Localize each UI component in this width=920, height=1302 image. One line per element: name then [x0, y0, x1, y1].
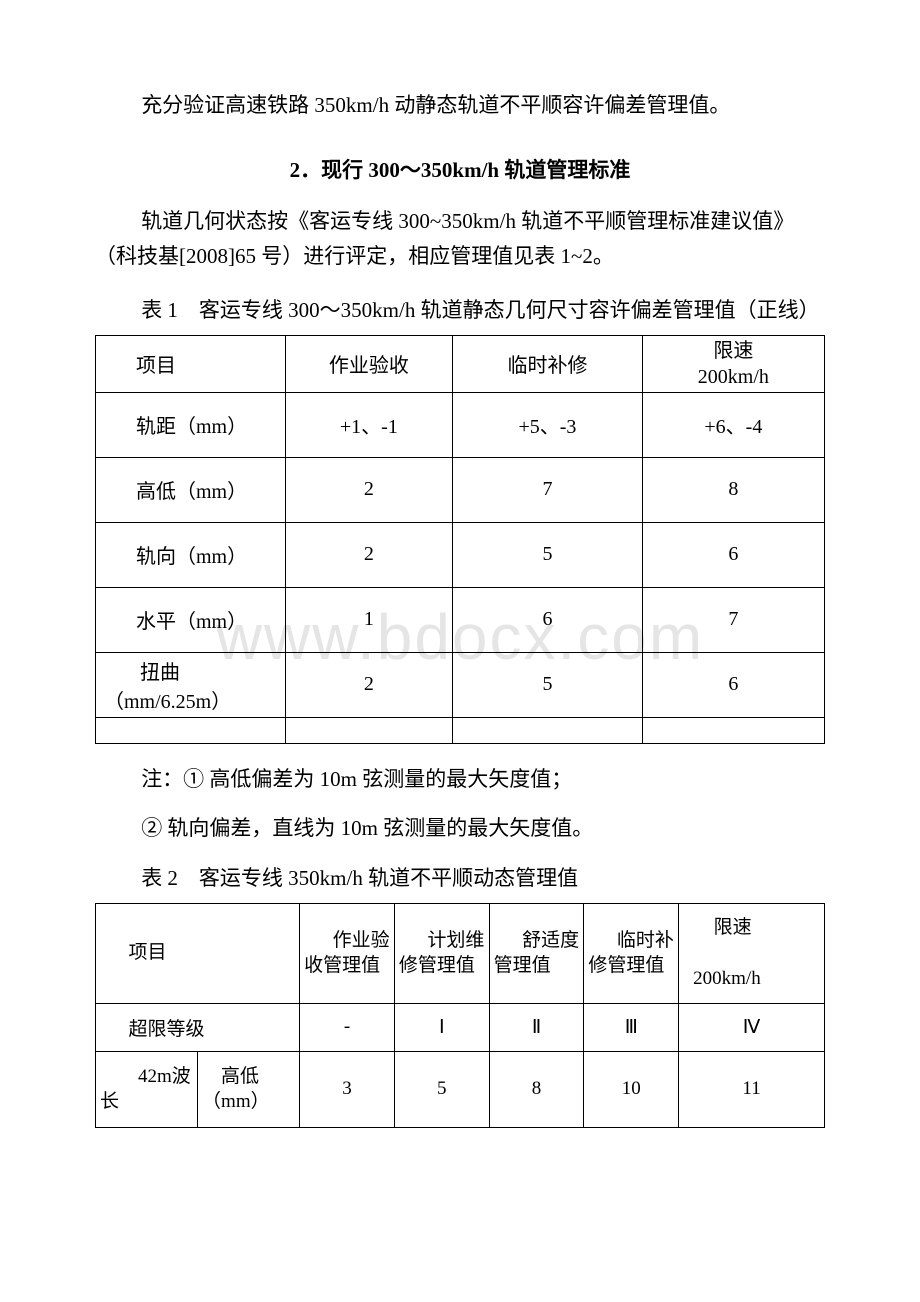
cell: 5 — [453, 652, 643, 717]
table-row: 超限等级 - Ⅰ Ⅱ Ⅲ Ⅳ — [96, 1003, 825, 1051]
cell: 2 — [285, 457, 453, 522]
table-row: 项目 作业验收 临时补修 限速 200km/h — [96, 335, 825, 392]
table-2: 项目 作业验收管理值 计划维修管理值 舒适度管理值 临时补修管理值 限速 200… — [95, 903, 825, 1128]
cell: 3 — [300, 1051, 395, 1127]
row-label: 轨距（mm） — [96, 392, 286, 457]
table1-header-item: 项目 — [96, 335, 286, 392]
table2-header-item: 项目 — [96, 903, 300, 1003]
cell: 6 — [642, 522, 824, 587]
cell: 1 — [285, 587, 453, 652]
group-label: 42m波长 — [96, 1051, 198, 1127]
limit-line2: 200km/h — [698, 366, 769, 388]
cell: +5、-3 — [453, 392, 643, 457]
empty-cell — [96, 717, 286, 743]
table2-header-col4: 临时补修管理值 — [584, 903, 679, 1003]
row-label: 扭曲（mm/6.25m） — [96, 652, 286, 717]
table1-header-repair: 临时补修 — [453, 335, 643, 392]
row-label: 高低（mm） — [96, 457, 286, 522]
table2-header-col1: 作业验收管理值 — [300, 903, 395, 1003]
table-row: 42m波长 高低（mm） 3 5 8 10 11 — [96, 1051, 825, 1127]
cell: 5 — [394, 1051, 489, 1127]
table1-header-limit: 限速 200km/h — [642, 335, 824, 392]
cell: +6、-4 — [642, 392, 824, 457]
cell: 5 — [453, 522, 643, 587]
table-row: 扭曲（mm/6.25m） 2 5 6 — [96, 652, 825, 717]
limit-prefix: 限速 — [714, 917, 752, 938]
empty-cell — [642, 717, 824, 743]
cell: Ⅰ — [394, 1003, 489, 1051]
intro-paragraph: 充分验证高速铁路 350km/h 动静态轨道不平顺容许偏差管理值。 — [95, 88, 825, 124]
cell: 8 — [642, 457, 824, 522]
table2-header-limit: 限速 200km/h — [679, 903, 825, 1003]
level-label: 超限等级 — [96, 1003, 300, 1051]
table-row: 高低（mm） 2 7 8 — [96, 457, 825, 522]
limit-speed: 200km/h — [685, 968, 761, 989]
cell: 8 — [489, 1051, 584, 1127]
note-2: ② 轨向偏差，直线为 10m 弦测量的最大矢度值。 — [95, 811, 825, 847]
cell: 7 — [642, 587, 824, 652]
cell: Ⅳ — [679, 1003, 825, 1051]
table-1: 项目 作业验收 临时补修 限速 200km/h 轨距（mm） +1、-1 +5、… — [95, 335, 825, 744]
note-1: 注：① 高低偏差为 10m 弦测量的最大矢度值； — [95, 762, 825, 798]
table2-caption: 表 2 客运专线 350km/h 轨道不平顺动态管理值 — [95, 861, 825, 897]
table1-header-check: 作业验收 — [285, 335, 453, 392]
table-row: 轨距（mm） +1、-1 +5、-3 +6、-4 — [96, 392, 825, 457]
table1-caption: 表 1 客运专线 300～350km/h 轨道静态几何尺寸容许偏差管理值（正线） — [95, 293, 825, 329]
cell: - — [300, 1003, 395, 1051]
table2-header-col2: 计划维修管理值 — [394, 903, 489, 1003]
cell: 2 — [285, 652, 453, 717]
cell: 11 — [679, 1051, 825, 1127]
table-row-empty — [96, 717, 825, 743]
row-label: 轨向（mm） — [96, 522, 286, 587]
empty-cell — [453, 717, 643, 743]
cell: 6 — [642, 652, 824, 717]
paragraph-2: 轨道几何状态按《客运专线 300~350km/h 轨道不平顺管理标准建议值》（科… — [95, 204, 825, 275]
cell: Ⅱ — [489, 1003, 584, 1051]
cell: Ⅲ — [584, 1003, 679, 1051]
sub-label: 高低（mm） — [198, 1051, 300, 1127]
section-heading: 2．现行 300～350km/h 轨道管理标准 — [95, 154, 825, 184]
cell: 7 — [453, 457, 643, 522]
table-row: 轨向（mm） 2 5 6 — [96, 522, 825, 587]
cell: 6 — [453, 587, 643, 652]
table-row: 项目 作业验收管理值 计划维修管理值 舒适度管理值 临时补修管理值 限速 200… — [96, 903, 825, 1003]
empty-cell — [285, 717, 453, 743]
cell: 2 — [285, 522, 453, 587]
row-label: 水平（mm） — [96, 587, 286, 652]
cell: 10 — [584, 1051, 679, 1127]
table-row: 水平（mm） 1 6 7 — [96, 587, 825, 652]
limit-line1: 限速 — [713, 340, 753, 362]
table2-header-col3: 舒适度管理值 — [489, 903, 584, 1003]
cell: +1、-1 — [285, 392, 453, 457]
